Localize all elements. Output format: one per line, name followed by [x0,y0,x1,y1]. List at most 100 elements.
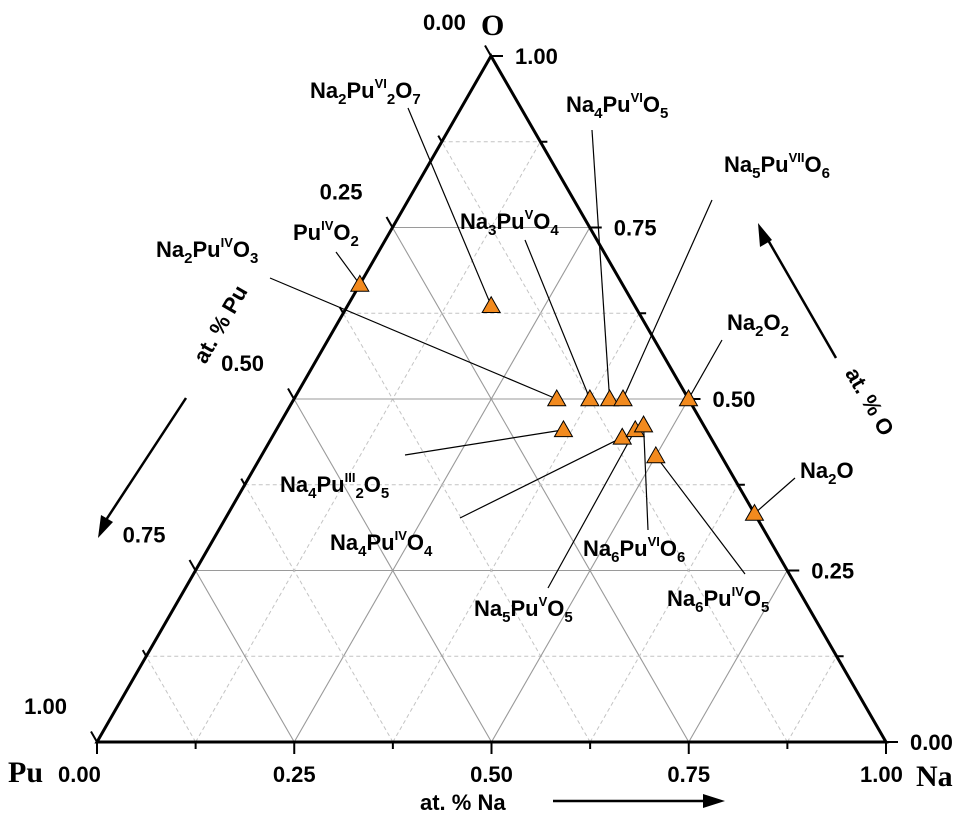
data-point-marker [599,388,620,407]
compound-label-part: 5 [564,609,572,626]
compound-label: Na4PuVIO5 [566,90,668,122]
na-tick-label: 0.50 [470,762,513,787]
compound-label-part: Na [460,209,489,234]
grid-line-na [589,484,739,743]
compound-label-part: O [395,78,412,103]
leader-line [524,239,591,400]
o-tick-label: 0.25 [811,559,854,584]
compound-label-part: 4 [550,222,559,239]
compound-label-part: 5 [381,485,389,502]
compound-label-part: O [364,472,381,497]
grid-layer [145,141,838,743]
compound-label-part: 6 [677,549,685,566]
na-tick-label: 0.75 [667,762,710,787]
o-tick-label: 0.50 [713,387,756,412]
leader-line [459,436,623,519]
compound-label-part: O [660,536,677,561]
pu-tick-label: 0.50 [221,351,264,376]
o-axis-title: at. % O [840,363,899,440]
compound-label-part: 5 [752,165,760,182]
compound-label-part: Pu [602,92,630,117]
leader-line [754,477,796,515]
grid-line-pu [342,313,591,743]
compound-label-part: VII [789,150,805,165]
compound-label-part: 2 [387,91,395,108]
compound-label-part: Pu [760,152,788,177]
compound-label-part: 4 [308,485,317,502]
o-tick-label: 0.00 [910,730,953,755]
compound-label-part: O [407,530,424,555]
pu-axis-tick [188,559,197,571]
o-axis-arrow [758,223,838,359]
compound-label-part: V [525,207,534,222]
leader-line [269,277,557,400]
compound-label-part: Na [724,152,753,177]
grid-line-na [195,141,541,743]
compound-label-part: Na [667,586,696,611]
data-point-marker [613,388,633,407]
vertex-label-pu: Pu [8,756,43,789]
o-apex-tick-label: 0.00 [423,10,466,35]
tick-layer: 0.00 0.25 0.50 0.75 1.00 0.00 0.25 0.50 0.75 1.00… [24,44,953,787]
compound-label-part: Pu [703,586,731,611]
pu-axis-tick [437,135,443,143]
compound-label-part: Pu [496,209,524,234]
leader-line [642,425,649,531]
compound-label-part: Na [280,472,309,497]
pu-axis-tick [141,649,148,657]
compound-label: Na4PuIVO4 [330,528,433,560]
pu-tick-label: 0.75 [123,523,166,548]
compound-label-part: O [233,237,250,262]
na-tick-label: 1.00 [860,762,903,787]
o-tick-label: 0.75 [614,216,657,241]
compound-label: Na3PuVO4 [460,207,559,239]
compound-label-part: 7 [412,91,420,108]
na-axis-title: at. % Na [420,790,506,815]
pu-tick-label: 1.00 [24,694,67,719]
leader-line [547,429,636,589]
data-point-marker [633,415,654,433]
grid-line-pu [244,484,394,743]
compound-label-part: IV [395,528,408,543]
compound-label-part: 5 [761,599,769,616]
compound-label-part: 3 [488,222,496,239]
grid-line-pu [195,570,295,743]
compound-label-part: O [744,586,761,611]
pu-tick-label: 0.25 [320,180,363,205]
data-point-marker [678,388,699,407]
compound-label-part: 4 [358,543,367,560]
data-point-marker [580,388,600,407]
compound-label-part: VI [648,534,660,549]
grid-line-na [688,570,788,743]
grid-line-na [786,656,838,743]
compound-label-part: 5 [502,609,510,626]
compound-label: Na2O [800,458,854,488]
compound-label-part: 3 [250,250,258,267]
na-axis-arrow [553,794,725,808]
data-point-marker [744,503,765,521]
compound-label-part: V [539,594,548,609]
compound-label-part: Pu [619,536,647,561]
compound-label: Na4PuIII2O5 [280,470,389,502]
leader-line [591,129,611,400]
na-tick-label: 0.00 [58,762,101,787]
compound-label-part: 4 [594,105,603,122]
compound-label-part: 2 [355,485,363,502]
compound-label-part: III [345,470,356,485]
compound-label-part: VI [631,90,643,105]
compound-label-part: 6 [611,549,619,566]
compound-label-part: 2 [781,323,789,340]
grid-line-pu [145,656,197,743]
compound-label-part: Na [474,596,503,621]
compound-label-part: VI [375,76,387,91]
pu-axis-arrow [98,397,188,538]
compound-label-part: Pu [510,596,538,621]
compound-label: Na6PuIVO5 [667,584,769,616]
compound-label-part: 5 [660,105,668,122]
compound-label-part: Na [156,237,185,262]
compound-label-part: Na [310,78,339,103]
compound-label: Na5PuVO5 [474,594,573,626]
compound-label: Na2PuIVO3 [156,235,258,267]
compound-label-part: O [643,92,660,117]
